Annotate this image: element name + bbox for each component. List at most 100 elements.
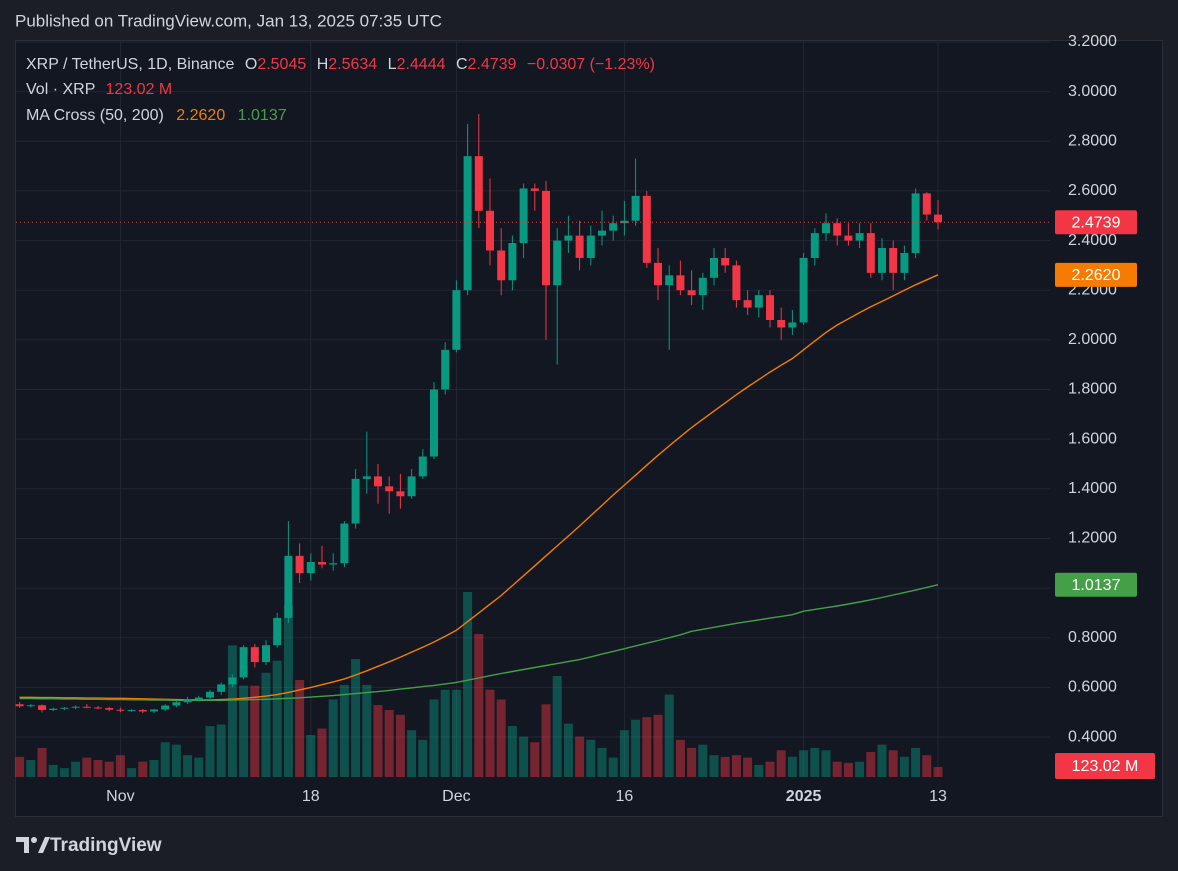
candle-body (676, 275, 685, 291)
ohlc-letter: H (317, 56, 329, 73)
candle-body (105, 707, 114, 710)
candle-body (374, 476, 382, 487)
candle-body (239, 647, 248, 678)
logo-slash (38, 837, 50, 853)
ma-line (19, 584, 939, 701)
volume-bar (933, 767, 943, 777)
candle-body (743, 300, 752, 308)
y-tick-label: 1.2000 (1068, 530, 1117, 547)
volume-value: 123.02 M (106, 81, 173, 98)
candle-body (799, 257, 808, 323)
volume-bar (250, 685, 260, 777)
volume-bar (496, 699, 506, 777)
y-tick-label: 1.8000 (1068, 381, 1117, 398)
volume-bar (675, 739, 685, 777)
candle-body (94, 707, 102, 709)
published-header: Published on TradingView.com, Jan 13, 20… (15, 11, 442, 30)
y-tick-label: 2.0000 (1068, 331, 1117, 348)
candle-body (116, 709, 125, 711)
candle-body (889, 248, 898, 273)
candle-body (262, 645, 270, 663)
volume-bar (295, 680, 305, 777)
ohlc-value: 2.4739 (468, 56, 517, 73)
volume-bar (653, 714, 663, 777)
candle-body (497, 250, 506, 281)
volume-bar (160, 742, 170, 777)
candle-body (810, 233, 819, 258)
candle-body (486, 210, 494, 251)
volume-bar (37, 747, 47, 777)
candle-body (407, 476, 416, 497)
volume-bar (429, 699, 439, 777)
candle-body (575, 235, 584, 258)
candle-body (138, 709, 147, 712)
volume-bar (899, 756, 909, 777)
candle-body (150, 709, 158, 712)
volume-bar (48, 764, 58, 777)
volume-bar (619, 730, 629, 777)
y-tick-label: 3.0000 (1068, 83, 1117, 100)
candle-body (519, 188, 528, 244)
candle-body (71, 706, 80, 708)
candle-body (217, 684, 226, 692)
volume-tag-bg (1055, 753, 1155, 780)
candle-body (609, 223, 618, 231)
volume-bar (149, 760, 159, 777)
ohlc-letter: L (388, 56, 397, 73)
volume-bar (832, 761, 842, 777)
candle-body (687, 290, 696, 296)
candle-body (60, 707, 69, 709)
candle-body (194, 697, 203, 700)
volume-bar (563, 723, 573, 777)
x-tick-label: Nov (106, 788, 134, 805)
candle-body (530, 188, 539, 191)
change-value: −0.0307 (−1.23%) (527, 56, 655, 73)
y-tick-label: 2.6000 (1068, 182, 1117, 199)
volume-bar (15, 756, 25, 777)
y-tick-label: 0.6000 (1068, 679, 1117, 696)
candle-body (698, 277, 707, 296)
y-tick-label: 2.8000 (1068, 132, 1117, 149)
candle-body (855, 233, 864, 241)
volume-bar (888, 750, 898, 777)
ma-tag: 2.2620 (1072, 267, 1121, 284)
candle-body (418, 456, 427, 477)
footer-logo (16, 837, 50, 853)
candle-body (878, 248, 886, 273)
volume-bar (351, 659, 361, 777)
volume-bar (93, 760, 103, 777)
candle-body (788, 322, 797, 328)
candle-body (866, 233, 875, 273)
ohlc-letter: C (456, 56, 468, 73)
candle-body (250, 647, 259, 663)
volume-bar (720, 756, 730, 777)
volume-bar (597, 747, 607, 777)
legend-main: XRP / TetherUS, 1D, Binance O2.5045 H2.5… (26, 56, 655, 73)
candle-body (284, 555, 293, 618)
volume-bar (227, 645, 237, 777)
volume-bar (575, 736, 585, 777)
candle-body (172, 702, 181, 706)
volume-bar (26, 760, 36, 777)
volume-bar (82, 757, 92, 777)
candle-body (396, 491, 405, 497)
candle-body (654, 262, 662, 286)
candle-body (318, 562, 326, 565)
volume-bar (485, 689, 495, 777)
volume-bar (754, 764, 764, 777)
volume-bar (261, 672, 271, 777)
volume-bar (866, 751, 876, 777)
x-tick-label: 18 (302, 788, 320, 805)
volume-bar (552, 676, 562, 777)
candle-body (206, 691, 214, 698)
ma-tag: 1.0137 (1072, 577, 1121, 594)
candle-body (430, 389, 438, 457)
volume-bar (104, 761, 114, 777)
volume-bar (474, 634, 484, 777)
candle-body (463, 156, 472, 291)
candle-body (183, 699, 192, 703)
candle-body (631, 195, 640, 221)
candle-body (721, 257, 730, 266)
footer-brand: TradingView (50, 835, 162, 856)
